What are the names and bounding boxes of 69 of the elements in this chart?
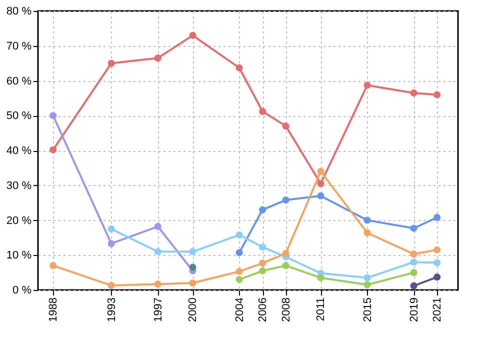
point [236,268,243,276]
x-tick-label: 1997 [152,298,164,322]
point [364,274,371,282]
y-tick-label: 40 % [6,145,32,157]
point [189,248,196,256]
point [236,231,243,238]
point [434,259,441,266]
point [317,274,324,282]
point [259,206,266,214]
point [434,274,441,281]
y-tick-label: 20 % [6,214,32,227]
point [434,214,441,221]
y-tick-label: 70 % [6,40,32,52]
point [364,82,371,89]
point [50,112,57,120]
x-tick-label: 1988 [48,298,60,322]
point [317,180,324,188]
point [410,282,418,290]
x-tick-label: 2019 [408,298,420,322]
point [189,279,196,287]
point [364,281,371,288]
point [410,250,418,258]
x-tick-label: 2000 [187,298,200,322]
x-tick-label: 2015 [362,298,374,322]
point [259,244,266,251]
y-tick-label: 30 % [6,180,32,192]
point [154,248,162,256]
point [108,60,115,67]
point [282,250,290,257]
point [154,223,162,230]
point [108,225,115,232]
point [317,168,324,175]
point [282,262,290,270]
y-tick-label: 10 % [6,250,32,262]
y-tick-label: 60 % [6,75,32,88]
point [410,89,418,96]
point [154,280,162,288]
point [189,32,196,39]
x-tick-label: 2011 [315,298,328,322]
point [410,269,418,276]
y-tick-label: 0 % [12,284,32,296]
point [259,108,266,115]
point [108,282,115,289]
point [50,262,57,270]
x-tick-label: 2004 [234,298,246,322]
point [259,260,266,267]
point [317,192,324,200]
x-tick-label: 2006 [257,298,270,322]
point [364,229,371,236]
point [236,276,243,284]
x-tick-label: 1993 [106,298,118,322]
point [364,216,371,224]
point [236,249,243,256]
point [410,258,418,266]
point [434,246,441,254]
point [50,146,57,154]
x-tick-label: 2008 [280,298,292,322]
point [108,240,115,248]
point [236,64,243,72]
point [282,122,290,130]
point [434,91,441,98]
y-tick-label: 80 % [6,6,32,18]
point [259,267,266,274]
point [282,196,290,204]
x-tick-label: 2021 [432,298,444,322]
point [189,264,196,271]
point [154,54,162,62]
point [410,224,418,232]
y-tick-label: 50 % [6,110,32,122]
